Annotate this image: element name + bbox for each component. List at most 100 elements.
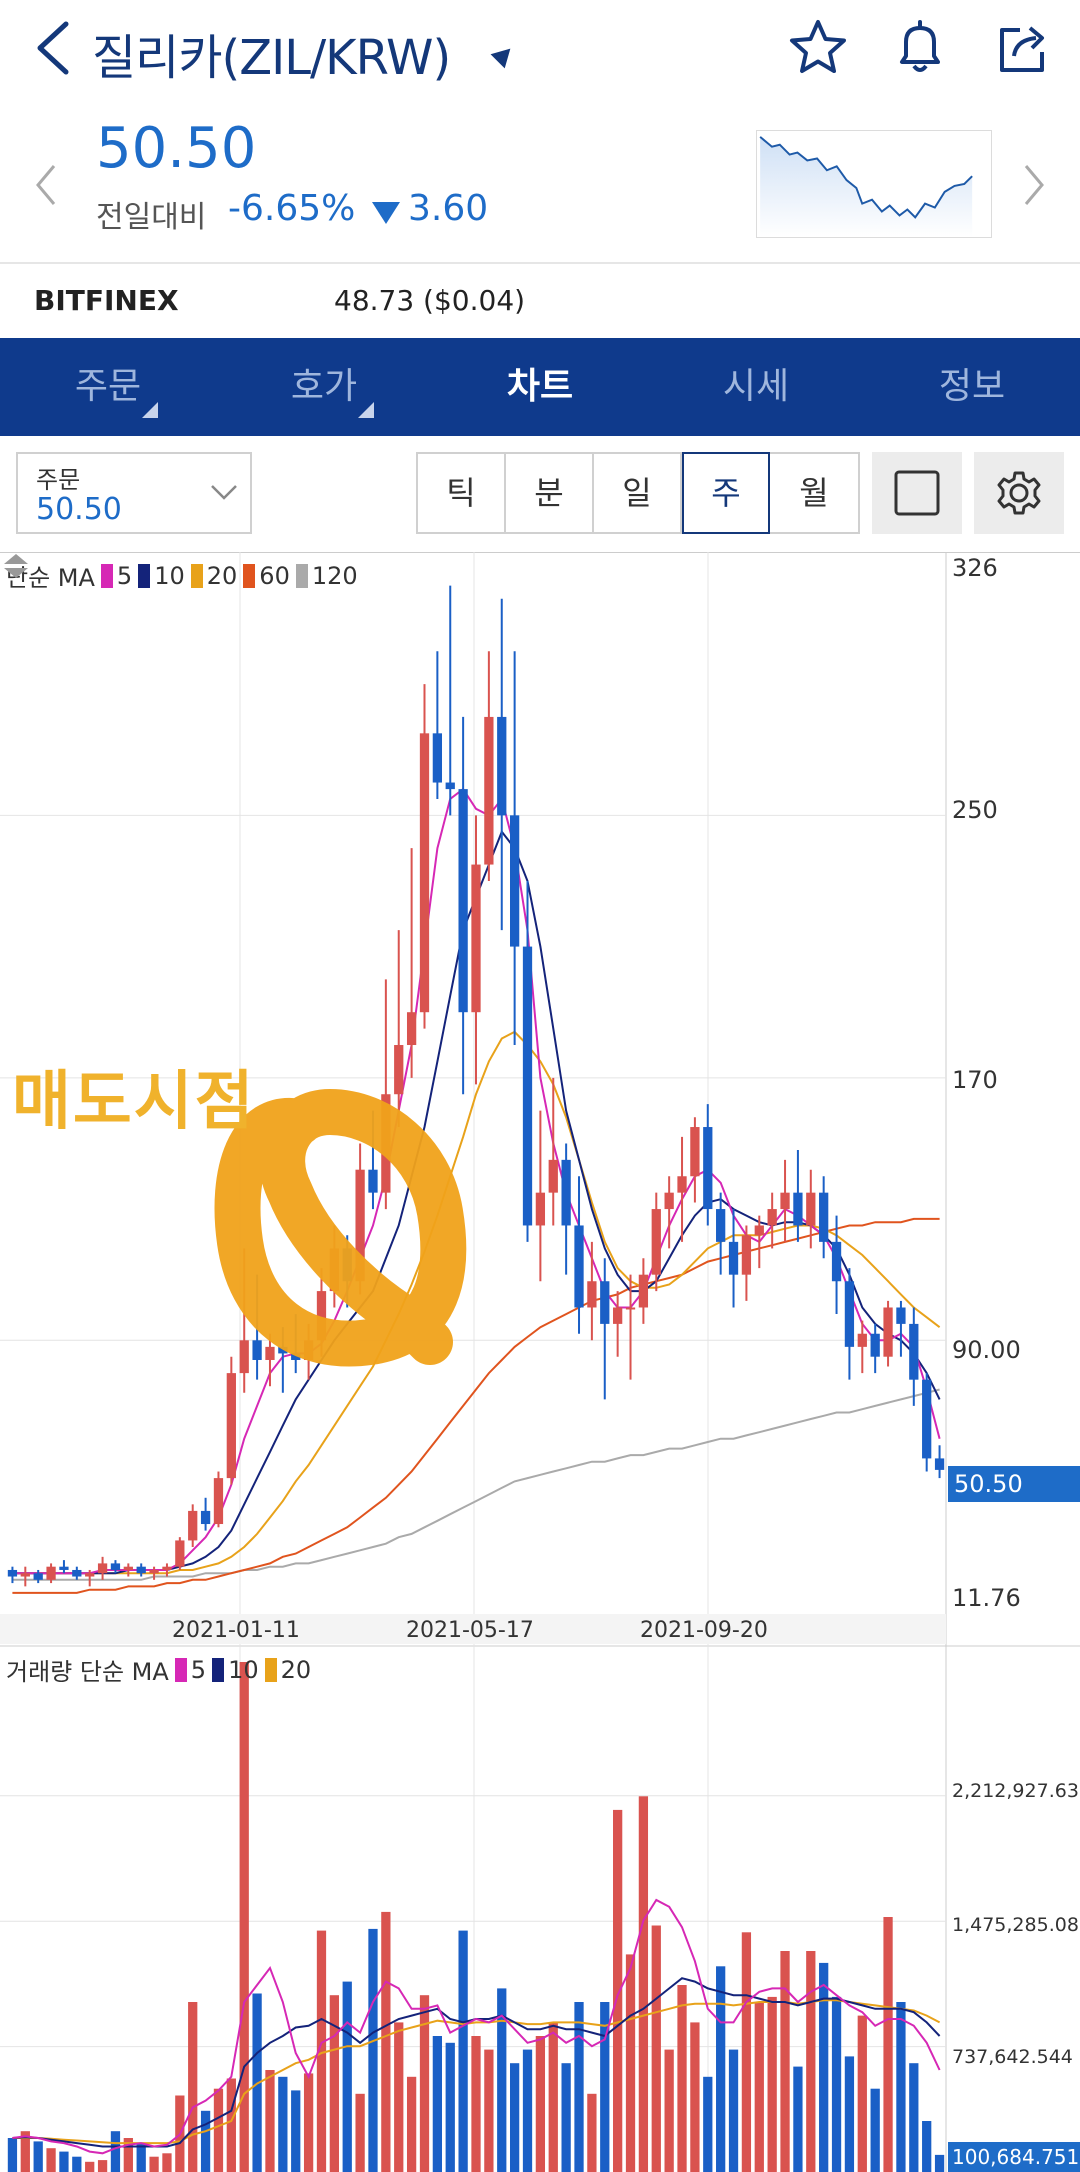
change-label: 전일대비 <box>96 200 207 235</box>
back-arrow-icon[interactable] <box>28 18 78 78</box>
candle-body <box>522 946 533 1226</box>
page-title[interactable]: 질리카(ZIL/KRW) <box>92 30 451 86</box>
volume-bar <box>406 2076 417 2172</box>
volume-bar <box>72 2156 82 2172</box>
volume-bar <box>445 2042 455 2172</box>
volume-bar <box>484 2049 494 2172</box>
candle-body <box>252 1340 262 1360</box>
share-icon[interactable] <box>992 16 1056 80</box>
legend-label: 5 <box>190 1655 207 1684</box>
volume-bar <box>934 2154 945 2172</box>
candle-body <box>175 1540 185 1567</box>
volume-bar <box>690 2022 700 2172</box>
tab-chart[interactable]: 차트 <box>432 338 648 436</box>
candle-body <box>754 1225 764 1236</box>
price-legend: 단순 MA 5 10 20 60 120 <box>6 558 358 593</box>
legend-label: 5 <box>116 561 133 590</box>
sparkline-chart[interactable] <box>756 130 992 238</box>
volume-bar <box>20 2131 30 2172</box>
period-day-button[interactable]: 일 <box>594 454 682 532</box>
tab-corner-icon <box>358 402 374 418</box>
volume-bar <box>754 2002 764 2172</box>
chart-area[interactable]: 단순 MA 5 10 20 60 120 326 250 170 90.00 1… <box>0 552 1080 2172</box>
candle-body <box>806 1192 816 1226</box>
order-select[interactable]: 주문 50.50 <box>16 452 252 534</box>
volume-bar <box>59 2151 69 2172</box>
candle-body <box>162 1566 172 1570</box>
period-minute-button[interactable]: 분 <box>506 454 594 532</box>
candle-body <box>85 1573 95 1577</box>
tab-orderbook[interactable]: 호가 <box>216 338 432 436</box>
period-selector: 틱 분 일 주 월 <box>416 452 860 534</box>
volume-bar <box>677 1985 687 2172</box>
ma60-line <box>12 1217 940 1594</box>
chart-settings-button[interactable] <box>974 452 1064 534</box>
candle-body <box>587 1281 597 1308</box>
candle-body <box>432 733 443 783</box>
candle-body <box>7 1569 18 1577</box>
volume-bar <box>213 2088 224 2172</box>
title-dropdown-caret-icon[interactable] <box>490 41 518 69</box>
current-volume-tag: 100,684.751 <box>948 2142 1080 2172</box>
legend-label: 10 <box>154 561 185 590</box>
period-month-button[interactable]: 월 <box>799 474 829 512</box>
period-week-button[interactable]: 주 <box>682 452 770 534</box>
candle-body <box>780 1192 790 1210</box>
fullscreen-button[interactable] <box>872 452 962 534</box>
candle-body <box>445 782 455 790</box>
tab-info[interactable]: 정보 <box>864 338 1080 436</box>
volume-axis-label: 1,475,285.087 <box>952 1914 1080 1936</box>
candle-body <box>651 1209 661 1275</box>
volume-bar <box>638 1796 649 2172</box>
volume-bar <box>432 2036 443 2172</box>
volume-bar <box>613 1809 623 2172</box>
volume-bar <box>819 1962 829 2172</box>
volume-bar <box>381 1911 391 2172</box>
volume-bar <box>522 2049 533 2172</box>
legend-label: 120 <box>311 561 358 590</box>
date-axis-label: 2021-01-11 <box>172 1618 300 1643</box>
candle-body <box>638 1274 649 1308</box>
star-icon[interactable] <box>786 16 850 80</box>
volume-bar <box>355 2093 365 2172</box>
candle-body <box>625 1307 636 1310</box>
volume-bar <box>85 2161 95 2172</box>
volume-bar <box>136 2143 146 2172</box>
candle-body <box>458 789 468 1013</box>
order-select-label: 주문 <box>36 466 81 494</box>
legend-swatch <box>212 1657 225 1682</box>
candle-body <box>857 1333 867 1347</box>
candle-body <box>548 1159 558 1193</box>
candle-body <box>149 1569 159 1574</box>
volume-bar <box>329 1995 339 2172</box>
candle-body <box>123 1566 133 1570</box>
volume-bar <box>162 2153 172 2172</box>
prev-coin-arrow-icon[interactable] <box>30 160 60 210</box>
exchange-price: 48.73 ($0.04) <box>334 284 526 317</box>
tab-order[interactable]: 주문 <box>0 338 216 436</box>
exchange-row: BITFINEX 48.73 ($0.04) <box>0 264 1080 338</box>
legend-label: 10 <box>228 1655 259 1684</box>
resize-handle-icon[interactable] <box>0 552 32 580</box>
period-tick-button[interactable]: 틱 <box>418 454 506 532</box>
chart-controls: 주문 50.50 틱 분 일 주 월 <box>0 436 1080 552</box>
current-price: 50.50 <box>96 116 257 181</box>
candle-body <box>793 1192 803 1226</box>
legend-swatch <box>264 1657 277 1682</box>
candle-body <box>200 1510 211 1525</box>
ma120-line <box>12 1388 940 1581</box>
candle-body <box>613 1307 623 1324</box>
candle-body <box>59 1566 69 1570</box>
volume-bar <box>535 2036 546 2172</box>
tab-market-price[interactable]: 시세 <box>648 338 864 436</box>
candle-body <box>394 1045 404 1095</box>
volume-bar <box>741 1932 752 2172</box>
legend-label: 20 <box>206 561 238 590</box>
candle-body <box>355 1169 365 1282</box>
bell-icon[interactable] <box>888 16 952 80</box>
volume-bar <box>780 1951 790 2172</box>
candlestick-chart[interactable] <box>0 552 1080 2172</box>
next-coin-arrow-icon[interactable] <box>1020 160 1050 210</box>
candle-body <box>497 716 507 816</box>
volume-bar <box>368 1928 378 2172</box>
